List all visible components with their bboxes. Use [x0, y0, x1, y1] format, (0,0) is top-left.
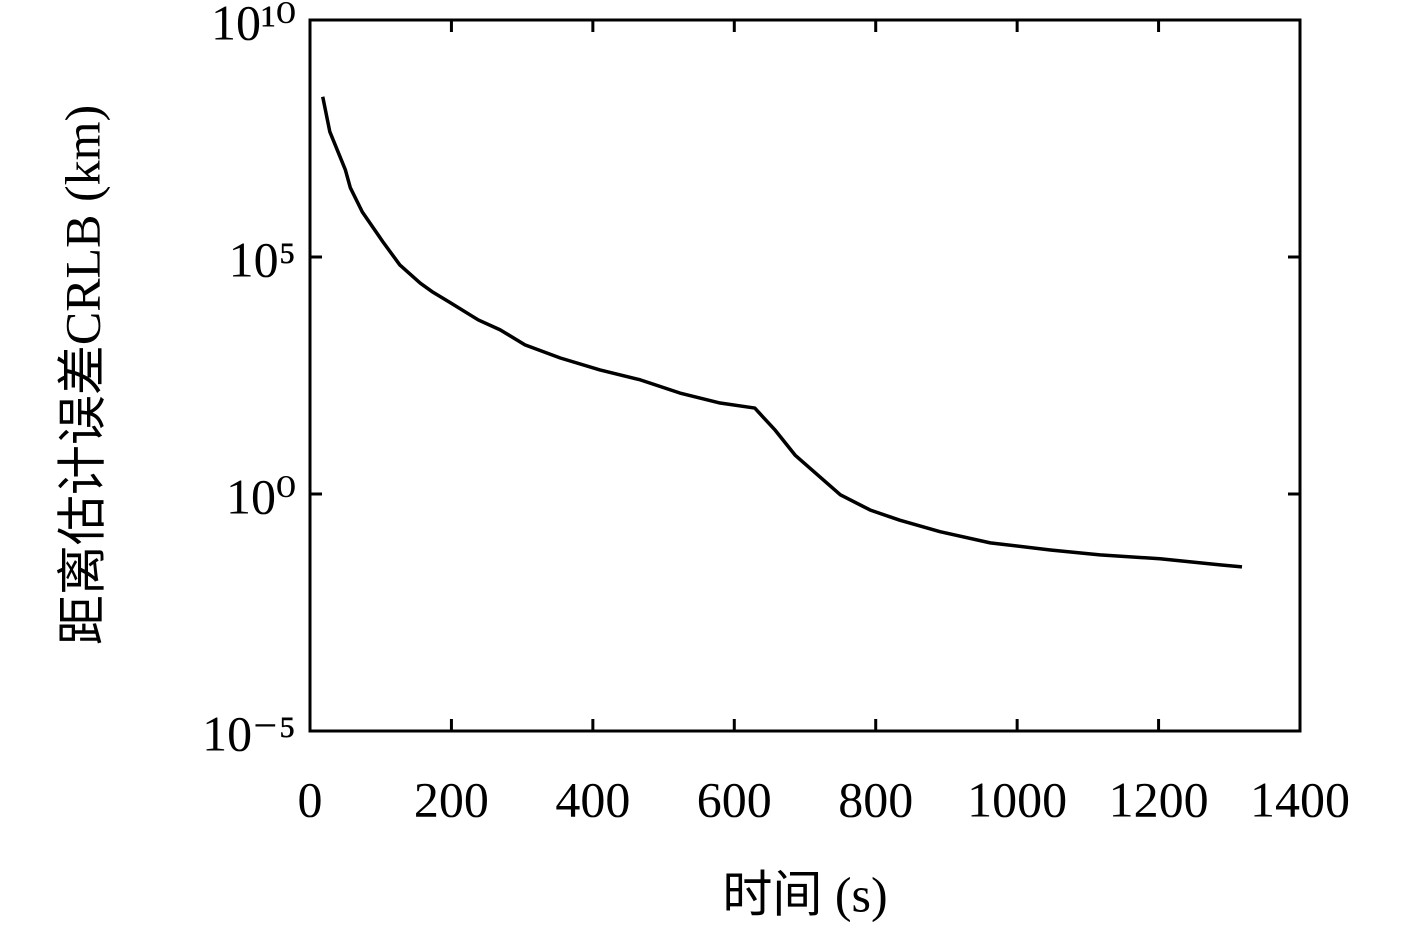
x-tick-label: 600	[697, 771, 772, 827]
y-tick-label: 10⁻⁵	[202, 705, 296, 761]
y-tick-label: 10¹⁰	[211, 0, 296, 50]
x-tick-label: 0	[298, 771, 323, 827]
data-line	[321, 96, 1243, 569]
x-tick-label: 1200	[1109, 771, 1209, 827]
y-tick-label: 10⁰	[226, 468, 296, 524]
x-axis-label: 时间 (s)	[722, 866, 887, 922]
x-tick-label: 400	[555, 771, 630, 827]
x-tick-label: 1400	[1250, 771, 1350, 827]
x-tick-label: 1000	[967, 771, 1067, 827]
x-tick-label: 200	[414, 771, 489, 827]
y-axis-label: 距离估计误差CRLB (km)	[54, 105, 110, 645]
y-tick-label: 10⁵	[229, 231, 296, 287]
x-tick-label: 800	[838, 771, 913, 827]
plot-frame	[308, 18, 1302, 733]
